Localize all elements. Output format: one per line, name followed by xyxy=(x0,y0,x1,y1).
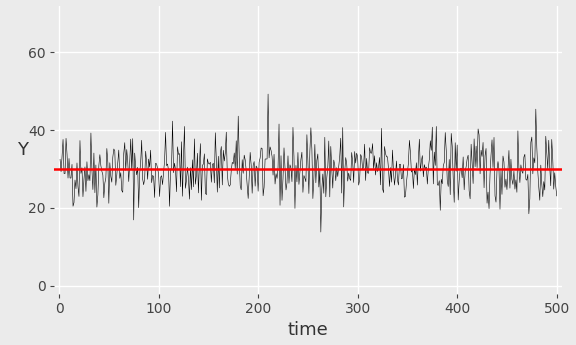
X-axis label: time: time xyxy=(287,322,328,339)
Y-axis label: Y: Y xyxy=(17,140,28,159)
